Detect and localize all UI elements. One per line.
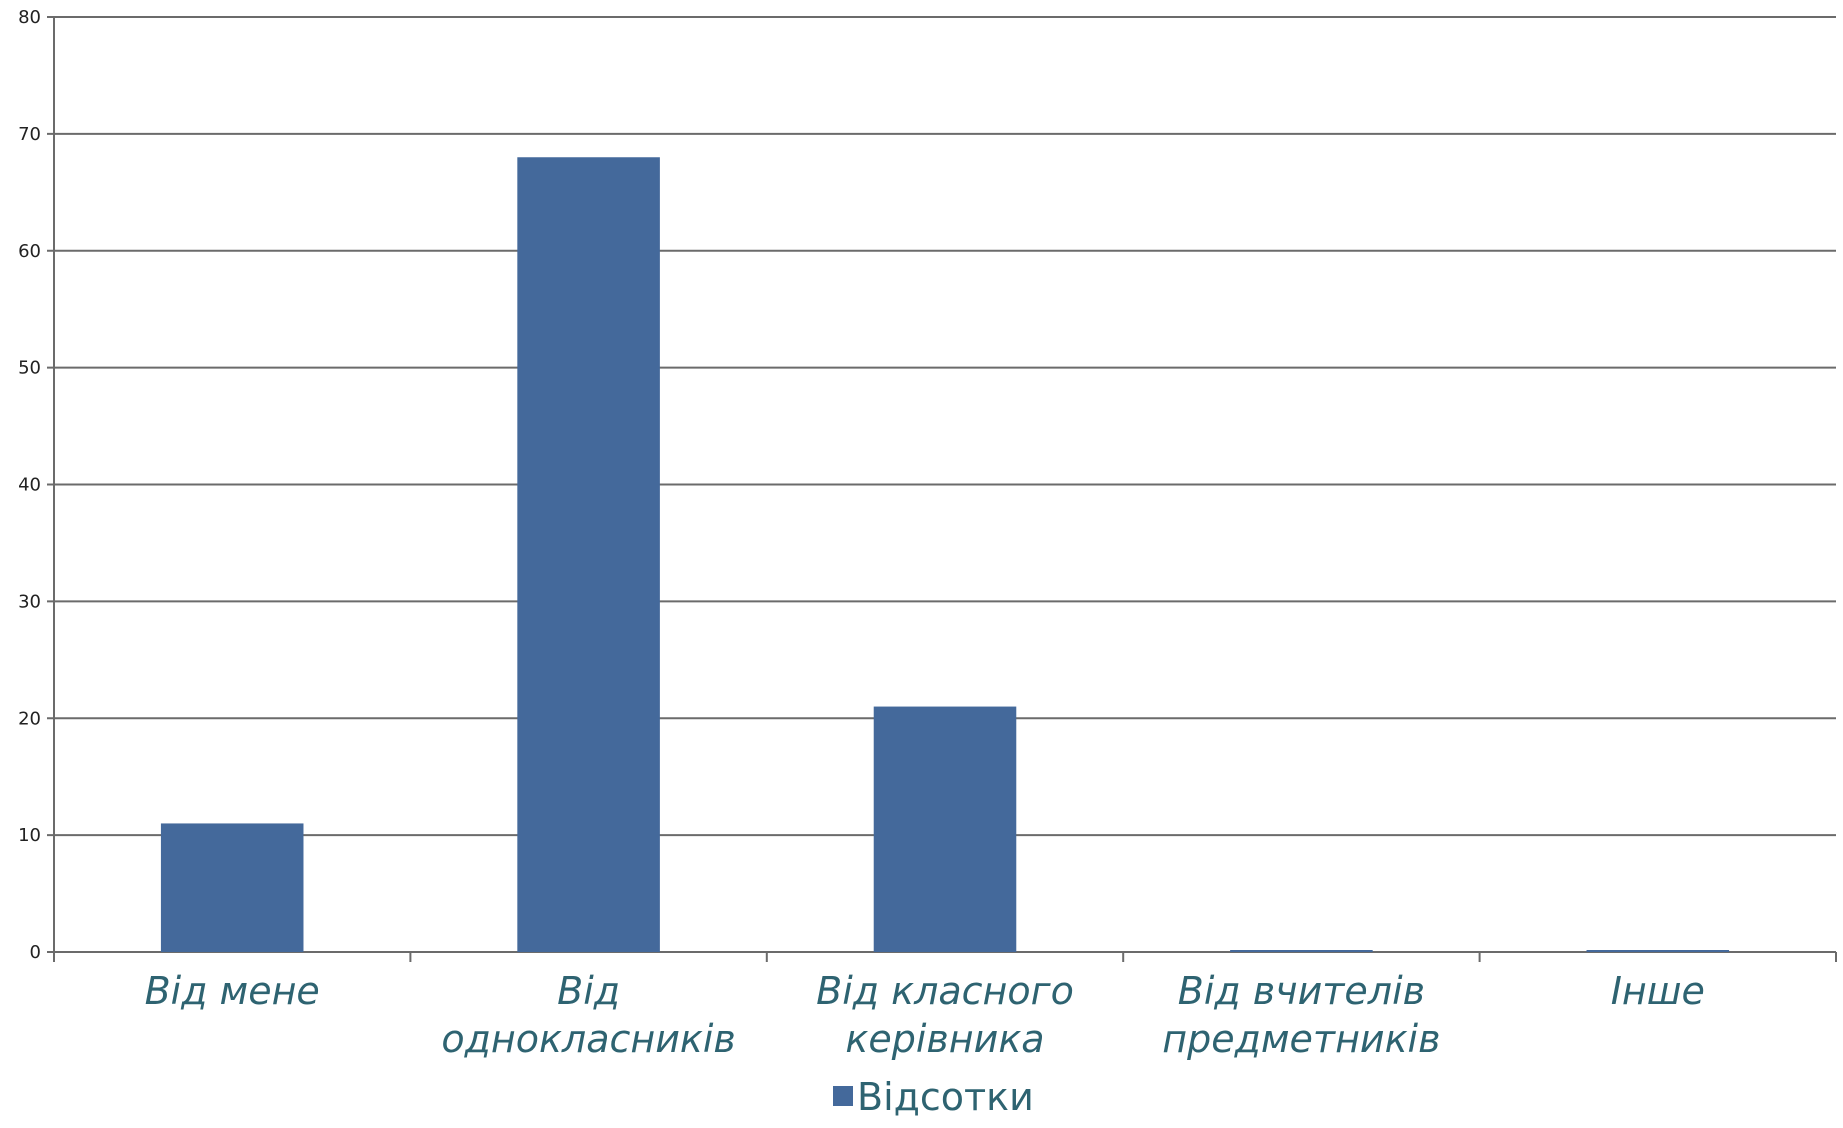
x-category-label: керівника [845,1017,1044,1061]
legend-swatch [833,1086,853,1106]
y-tick-label: 70 [18,124,41,145]
y-tick-label: 0 [30,942,41,963]
x-category-label: однокласників [441,1017,735,1061]
bar [160,823,304,952]
x-category-label: Інше [1611,969,1705,1013]
x-category-label: Від вчителів [1178,969,1425,1013]
x-category-label: Від мене [145,969,320,1013]
bars [160,157,1730,952]
x-category-label: Від класного [816,969,1074,1013]
y-tick-label: 20 [18,708,41,729]
x-category-label: предметників [1162,1017,1440,1061]
y-tick-label: 80 [18,7,41,28]
y-tick-label: 40 [18,475,41,496]
bar [873,706,1017,952]
bar [517,157,660,952]
legend-label: Відсотки [857,1075,1034,1119]
x-category-label: Від [557,969,620,1013]
y-tick-labels: 0 10 20 30 40 50 60 70 80 [18,7,41,963]
y-tick-label: 60 [18,241,41,262]
legend: Відсотки [833,1075,1034,1119]
gridlines [54,16,1836,837]
y-tick-label: 50 [18,358,41,379]
y-tick-label: 10 [18,825,41,846]
y-tick-label: 30 [18,591,41,612]
